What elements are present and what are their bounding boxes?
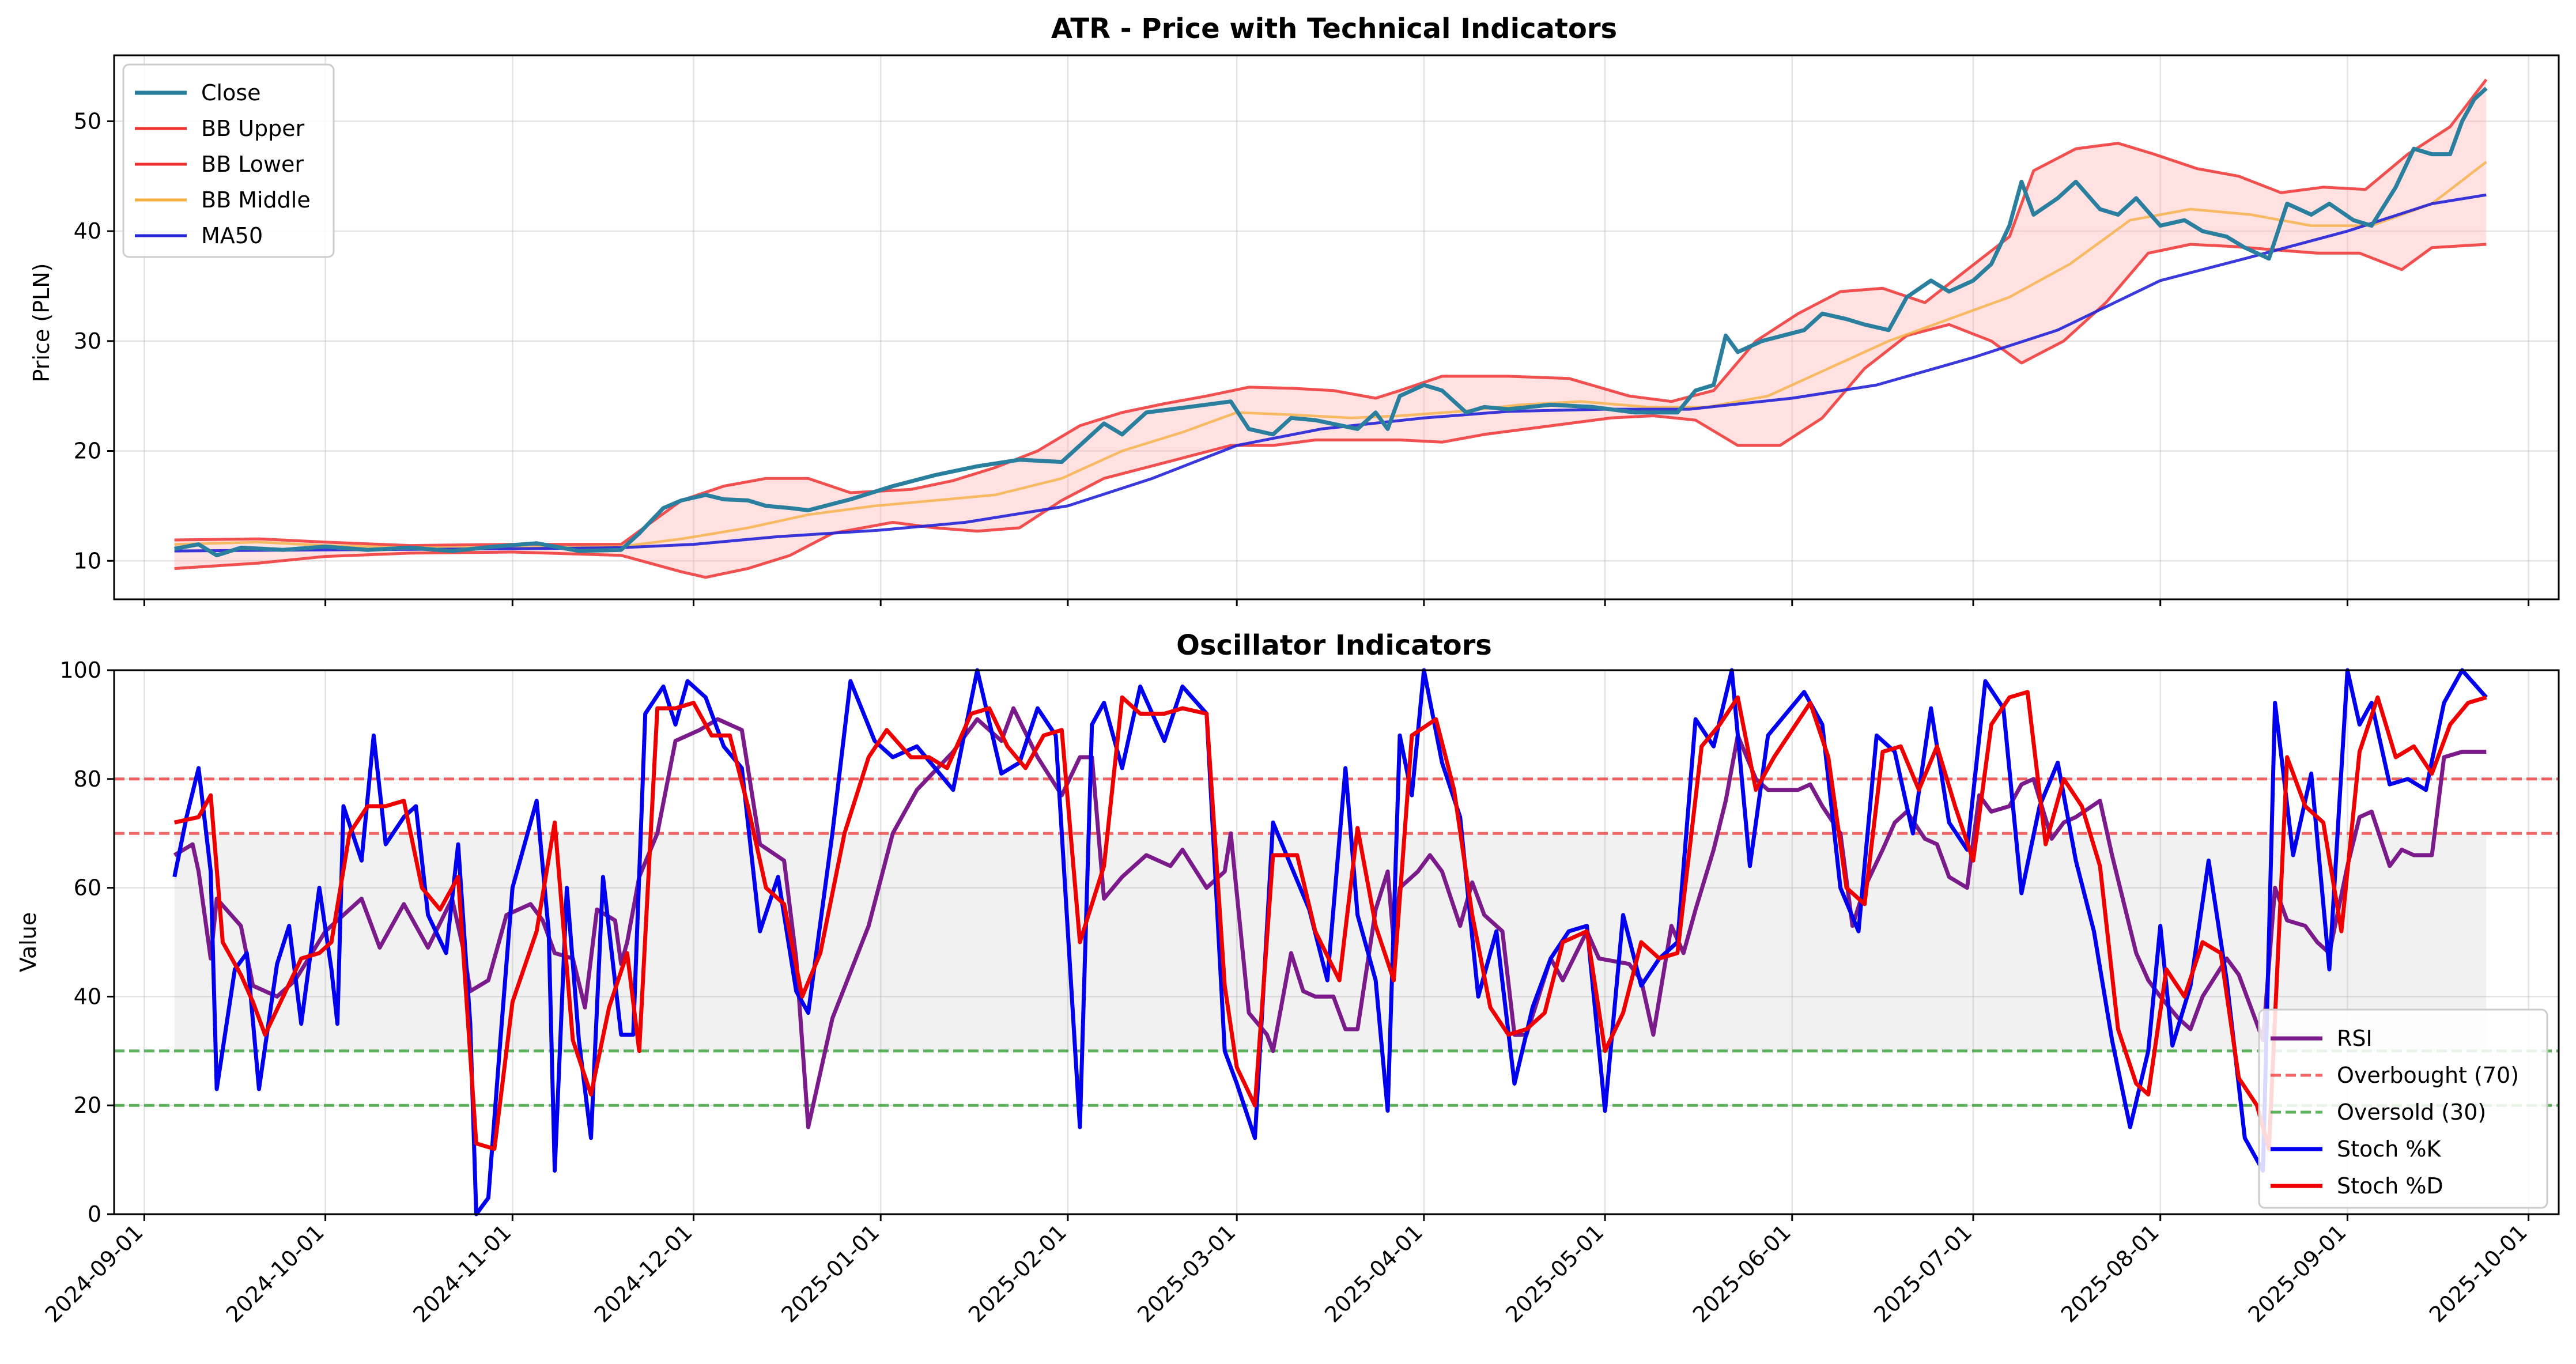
legend-label-bb-upper: BB Upper [201, 116, 305, 141]
bollinger-band-fill [174, 80, 2487, 577]
legend-box [122, 63, 335, 258]
series-line-ma50 [174, 193, 2487, 553]
y-tick-label-40: 40 [74, 984, 101, 1009]
series-line-bb-upper [174, 78, 2488, 547]
legend-label-oversold-30: Oversold (30) [2337, 1099, 2486, 1125]
x-tick-label-2025-06-01: 2025-06-01 [1688, 1219, 1796, 1327]
legend-label-stoch-k: Stoch %K [2337, 1136, 2441, 1162]
x-tick-label-2024-10-01: 2024-10-01 [221, 1219, 329, 1327]
y-tick-label-100: 100 [59, 658, 101, 683]
x-tick-label-2024-09-01: 2024-09-01 [40, 1219, 148, 1327]
y-tick-label-30: 30 [74, 328, 101, 354]
legend-label-close: Close [201, 80, 261, 105]
price-panel-title: ATR - Price with Technical Indicators [1051, 13, 1617, 45]
x-tick-label-2025-05-01: 2025-05-01 [1501, 1219, 1608, 1327]
legend-label-bb-lower: BB Lower [201, 152, 304, 177]
legend-label-rsi: RSI [2337, 1026, 2373, 1051]
oscillator-legend: RSI Overbought (70) Oversold (30) Stoch %K S… [2258, 1008, 2548, 1209]
oscillator-series [172, 668, 2488, 1216]
x-tick-label-2025-09-01: 2025-09-01 [2243, 1219, 2351, 1327]
x-tick-label-2025-10-01: 2025-10-01 [2424, 1219, 2532, 1327]
x-tick-label-2025-08-01: 2025-08-01 [2056, 1219, 2164, 1327]
y-tick-label-80: 80 [74, 766, 101, 792]
price-panel: ATR - Price with Technical Indicators Pr… [29, 13, 2560, 606]
oscillator-panel-title: Oscillator Indicators [1176, 629, 1492, 662]
oscillator-plot-frame [113, 669, 2560, 1215]
series-line-bb-lower [174, 243, 2487, 579]
y-tick-label-50: 50 [74, 108, 101, 134]
series-line-stoch-d [173, 690, 2487, 1151]
legend-label-bb-middle: BB Middle [201, 187, 311, 213]
x-tick-label-2025-04-01: 2025-04-01 [1320, 1219, 1427, 1327]
x-tick-label-2025-02-01: 2025-02-01 [964, 1219, 1071, 1327]
legend-label-stoch-d: Stoch %D [2337, 1173, 2443, 1199]
oscillator-panel: Oscillator Indicators Value 0 20 40 60 80 100… [16, 629, 2560, 1328]
oscillator-y-ticks: 0 20 40 60 80 100 [59, 658, 114, 1227]
oscillator-y-axis-label: Value [16, 912, 41, 972]
bollinger-band-area [174, 80, 2487, 577]
price-series [174, 78, 2488, 579]
price-y-ticks: 10 20 30 40 50 [74, 108, 114, 573]
legend-label-ma50: MA50 [201, 223, 263, 248]
price-x-ticks [143, 599, 2530, 606]
legend-box [2258, 1008, 2548, 1209]
x-tick-label-2024-11-01: 2024-11-01 [408, 1219, 516, 1327]
series-line-close [174, 86, 2488, 558]
oscillator-x-ticks: 2024-09-01 2024-10-01 2024-11-01 2024-12-01… [40, 1214, 2532, 1328]
price-plot-frame [113, 54, 2560, 600]
y-tick-label-40: 40 [74, 218, 101, 244]
y-tick-label-10: 10 [74, 548, 101, 573]
y-tick-label-20: 20 [74, 439, 101, 464]
price-legend: Close BB Upper BB Lower BB Middle MA50 [122, 63, 335, 258]
reference-lines [114, 777, 2559, 1107]
y-tick-label-0: 0 [88, 1201, 101, 1227]
y-tick-label-60: 60 [74, 875, 101, 901]
x-tick-label-2025-01-01: 2025-01-01 [776, 1219, 884, 1327]
x-tick-label-2024-12-01: 2024-12-01 [590, 1219, 697, 1327]
legend-label-overbought-70: Overbought (70) [2337, 1063, 2519, 1088]
x-tick-label-2025-03-01: 2025-03-01 [1132, 1219, 1240, 1327]
price-y-axis-label: Price (PLN) [29, 263, 54, 383]
y-tick-label-20: 20 [74, 1093, 101, 1118]
series-line-bb-middle [174, 161, 2487, 549]
x-tick-label-2025-07-01: 2025-07-01 [1869, 1219, 1977, 1327]
price-grid [114, 55, 2559, 599]
